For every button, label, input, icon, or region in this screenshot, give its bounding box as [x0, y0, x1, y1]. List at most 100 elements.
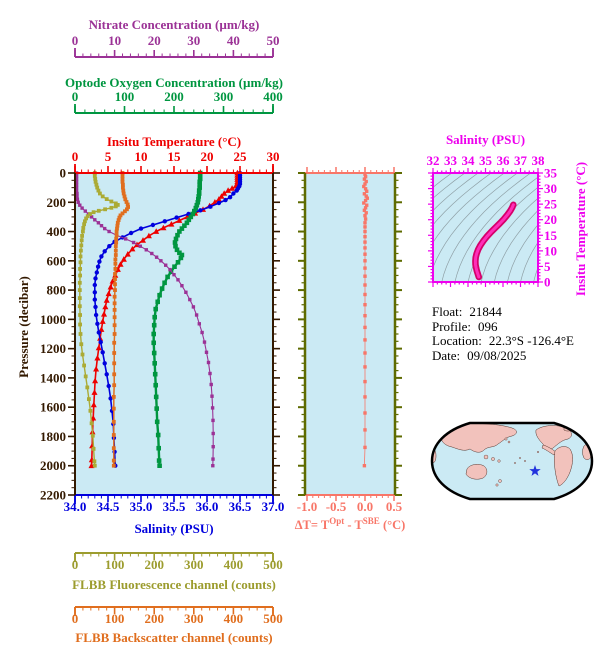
svg-text:2200: 2200 — [40, 488, 66, 503]
float-metadata: Float: 21844 Profile: 096 Location: 22.3°S … — [432, 304, 574, 364]
svg-text:5: 5 — [105, 149, 112, 164]
svg-text:0.0: 0.0 — [357, 499, 373, 514]
fluorescence-axis-title: FLBB Fluorescence channel (counts) — [72, 577, 276, 592]
svg-text:0: 0 — [72, 611, 79, 626]
svg-text:0: 0 — [72, 33, 79, 48]
main-plot-area — [75, 173, 273, 495]
svg-text:1200: 1200 — [40, 341, 66, 356]
backscatter-axis-title: FLBB Backscatter channel (counts) — [75, 630, 273, 645]
svg-text:34.5: 34.5 — [97, 499, 120, 514]
ts-salinity-axis-title: Salinity (PSU) — [445, 132, 526, 147]
svg-text:10: 10 — [108, 33, 121, 48]
svg-text:36.5: 36.5 — [229, 499, 252, 514]
svg-text:25: 25 — [544, 197, 558, 212]
svg-text:400: 400 — [224, 557, 244, 572]
temperature-axis: 0 5 10 15 20 25 30 — [72, 149, 280, 174]
svg-text:2000: 2000 — [40, 458, 66, 473]
float-position-star — [529, 465, 541, 476]
metadata-date-label: Date: — [432, 347, 461, 363]
svg-text:10: 10 — [544, 243, 557, 258]
delta-title-mid: - T — [344, 518, 363, 533]
svg-text:1000: 1000 — [40, 312, 66, 327]
svg-text:0.5: 0.5 — [386, 499, 403, 514]
svg-text:0: 0 — [60, 166, 67, 181]
svg-text:100: 100 — [105, 557, 125, 572]
svg-text:30: 30 — [187, 33, 200, 48]
backscatter-axis: 0 100 200 300 400 500 — [72, 606, 283, 626]
svg-text:200: 200 — [144, 557, 164, 572]
metadata-float: Float: 21844 — [432, 304, 574, 320]
metadata-profile-value: 096 — [478, 318, 498, 334]
svg-text:20: 20 — [201, 149, 214, 164]
svg-text:34.0: 34.0 — [64, 499, 87, 514]
svg-text:36.0: 36.0 — [196, 499, 219, 514]
optode-oxygen-series — [151, 170, 203, 468]
svg-text:400: 400 — [263, 89, 283, 104]
svg-text:50: 50 — [267, 33, 280, 48]
svg-text:20: 20 — [544, 212, 557, 227]
metadata-location: Location: 22.3°S -126.4°E — [432, 333, 574, 349]
delta-title-sup-sbe: SBE — [362, 516, 380, 526]
svg-text:500: 500 — [263, 557, 283, 572]
ts-curve-series — [472, 201, 517, 281]
pressure-axis-title: Pressure (decibar) — [16, 276, 31, 378]
fluorescence-axis: 0 100 200 300 400 500 — [72, 552, 283, 572]
svg-text:300: 300 — [184, 611, 204, 626]
oxygen-axis: 0 100 200 300 400 — [72, 89, 283, 114]
svg-text:1800: 1800 — [40, 429, 66, 444]
svg-text:0: 0 — [72, 89, 79, 104]
delta-title-suffix: (°C) — [379, 518, 406, 533]
delta-temperature-series — [362, 172, 369, 468]
svg-text:35.0: 35.0 — [130, 499, 153, 514]
oxygen-axis-title: Optode Oxygen Concentration (µm/kg) — [64, 75, 283, 90]
nitrate-axis-title: Nitrate Concentration (µm/kg) — [88, 17, 260, 32]
svg-text:-1.0: -1.0 — [297, 499, 318, 514]
metadata-profile-label: Profile: — [432, 318, 471, 334]
flbb-fluorescence-series — [77, 171, 120, 468]
svg-text:500: 500 — [263, 611, 283, 626]
svg-text:300: 300 — [214, 89, 234, 104]
salinity-axis: 34.0 34.5 35.0 35.5 36.0 36.5 37.0 — [64, 494, 284, 514]
svg-text:100: 100 — [105, 611, 125, 626]
metadata-float-value: 21844 — [469, 304, 502, 319]
svg-text:37: 37 — [514, 153, 528, 168]
metadata-location-label: Location: — [432, 333, 482, 349]
map-land — [432, 423, 592, 487]
svg-text:33: 33 — [444, 153, 458, 168]
delta-axis-title: ΔT= TOpt - TSBE (°C) — [270, 516, 430, 533]
svg-text:38: 38 — [532, 153, 546, 168]
metadata-profile: Profile: 096 — [432, 318, 574, 335]
svg-text:0: 0 — [544, 275, 551, 290]
delta-axes: -1.0 -0.5 0.0 0.5 — [297, 167, 403, 514]
svg-text:200: 200 — [144, 611, 164, 626]
svg-text:300: 300 — [184, 557, 204, 572]
svg-text:1400: 1400 — [40, 370, 66, 385]
svg-text:0: 0 — [72, 557, 79, 572]
svg-text:200: 200 — [164, 89, 184, 104]
svg-text:200: 200 — [47, 195, 67, 210]
svg-text:35.5: 35.5 — [163, 499, 186, 514]
delta-title-prefix: ΔT= T — [294, 518, 330, 533]
nitrate-axis: 0 10 20 30 40 50 — [72, 33, 280, 58]
svg-text:15: 15 — [544, 228, 558, 243]
svg-text:1600: 1600 — [40, 400, 66, 415]
svg-text:25: 25 — [234, 149, 248, 164]
metadata-float-label: Float: — [432, 304, 463, 319]
delta-title-sup-opt: Opt — [329, 516, 345, 526]
svg-text:15: 15 — [168, 149, 182, 164]
salinity-axis-title: Salinity (PSU) — [134, 521, 214, 536]
svg-text:600: 600 — [47, 253, 67, 268]
metadata-location-value: 22.3°S -126.4°E — [488, 333, 574, 349]
svg-text:36: 36 — [497, 153, 511, 168]
svg-text:800: 800 — [47, 283, 67, 298]
metadata-date-value: 09/08/2025 — [467, 347, 527, 363]
svg-text:0: 0 — [72, 149, 79, 164]
metadata-date: Date: 09/08/2025 — [432, 347, 574, 364]
svg-text:30: 30 — [267, 149, 280, 164]
world-map — [430, 421, 594, 501]
nitrate-series — [74, 171, 215, 468]
svg-text:35: 35 — [479, 153, 493, 168]
